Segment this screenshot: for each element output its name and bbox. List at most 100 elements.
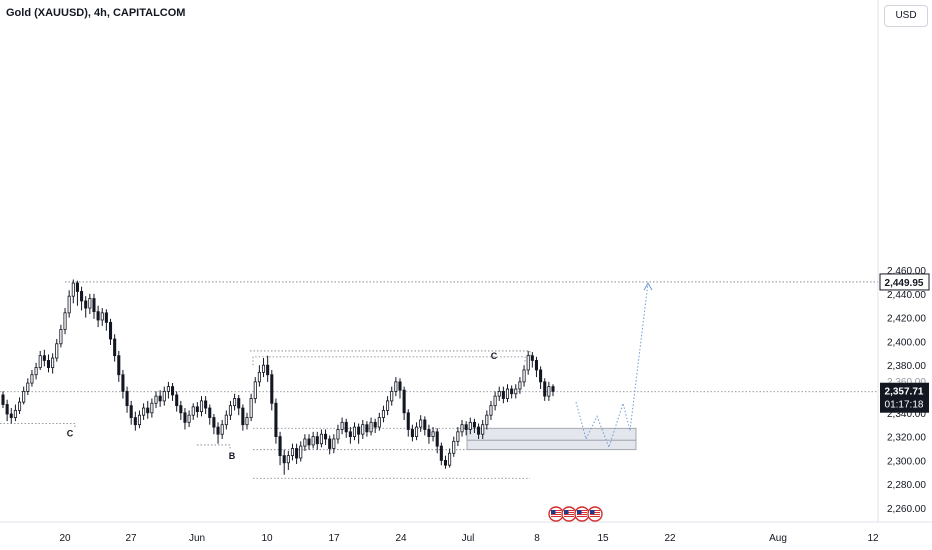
candle xyxy=(319,429,323,448)
candle-body xyxy=(431,431,435,437)
candle-body xyxy=(179,405,183,414)
candle-body xyxy=(348,431,352,437)
candle xyxy=(534,356,538,378)
candle-body xyxy=(324,433,328,440)
current-price-tag xyxy=(880,382,929,413)
candle xyxy=(257,365,261,387)
candle-body xyxy=(551,386,555,392)
candle xyxy=(406,409,410,437)
candle xyxy=(108,318,113,345)
flag-canton xyxy=(564,510,569,514)
zone-rectangle xyxy=(466,427,637,451)
candle-body xyxy=(204,400,208,409)
candle-body xyxy=(92,298,96,313)
candle xyxy=(315,431,319,450)
candle-body xyxy=(501,390,505,399)
candle xyxy=(216,422,220,444)
candle-body xyxy=(332,438,336,449)
candle-body xyxy=(249,398,253,418)
candle-body xyxy=(274,402,278,437)
candle xyxy=(295,443,299,464)
c-left-line xyxy=(0,423,76,428)
candle xyxy=(241,404,245,431)
candle-body xyxy=(117,355,121,376)
candle-body xyxy=(505,388,510,399)
time-tick-label: Jun xyxy=(189,533,205,544)
candle xyxy=(377,412,381,431)
candle xyxy=(344,418,348,438)
price-tick-label: 2,380.00 xyxy=(887,361,926,372)
candle xyxy=(100,308,104,326)
candle-body xyxy=(104,312,108,323)
candle xyxy=(278,431,282,466)
candle xyxy=(199,396,204,417)
candle xyxy=(13,404,17,422)
event-icons[interactable] xyxy=(548,506,603,522)
candle xyxy=(468,417,472,435)
candle xyxy=(328,435,332,455)
candle-body xyxy=(472,421,476,428)
candle-body xyxy=(30,374,34,384)
candle xyxy=(26,378,30,395)
candle xyxy=(96,305,100,328)
target-price-tag xyxy=(879,273,930,291)
candle-body xyxy=(295,448,299,459)
candle xyxy=(245,412,249,430)
flag-stripe xyxy=(590,514,600,515)
US-flag-icon[interactable] xyxy=(548,506,564,522)
candle-body xyxy=(510,388,514,395)
candle-body xyxy=(481,424,485,435)
candle xyxy=(175,391,179,412)
price-tick-label: 2,440.00 xyxy=(887,290,926,301)
US-flag-icon[interactable] xyxy=(574,506,590,522)
candle-body xyxy=(13,410,17,418)
candle xyxy=(71,279,75,304)
projection-zigzag xyxy=(575,283,649,449)
candle xyxy=(224,410,228,430)
price-tick-label: 2,400.00 xyxy=(887,337,926,348)
US-flag-icon[interactable] xyxy=(587,506,603,522)
candle-body xyxy=(59,329,63,345)
candle-body xyxy=(439,445,443,461)
candle-body xyxy=(534,360,538,371)
candle xyxy=(340,417,344,435)
candle xyxy=(137,410,142,429)
countdown-text: 01:17:18 xyxy=(885,400,924,411)
candle-body xyxy=(307,438,311,446)
candle xyxy=(158,390,162,407)
candle xyxy=(146,400,150,419)
candle-body xyxy=(245,417,249,426)
candle-body xyxy=(212,417,216,428)
candle xyxy=(477,423,481,439)
candle-body xyxy=(22,390,26,403)
candle-body xyxy=(361,424,365,435)
candle xyxy=(501,386,505,404)
candle xyxy=(410,424,414,442)
candle xyxy=(543,378,547,401)
flag-stripe xyxy=(551,510,561,511)
candle xyxy=(5,399,9,422)
candle-body xyxy=(224,414,228,426)
candle-body xyxy=(253,381,257,399)
flag-stripe xyxy=(577,516,587,517)
candle-body xyxy=(419,419,423,428)
candle xyxy=(1,391,5,409)
candle-body xyxy=(468,421,472,430)
candle xyxy=(439,442,443,466)
candle xyxy=(448,448,452,468)
candle-body xyxy=(394,381,398,392)
candle-body xyxy=(34,367,38,376)
candle xyxy=(456,427,460,447)
flag-stripe xyxy=(590,516,600,517)
candle-body xyxy=(377,417,381,428)
candle-body xyxy=(183,412,187,423)
candle xyxy=(34,362,38,380)
candle-body xyxy=(162,390,166,402)
candle xyxy=(121,369,125,399)
candle xyxy=(270,369,274,411)
candle xyxy=(195,402,199,418)
currency-selector[interactable]: USD xyxy=(884,5,928,27)
flag-canton xyxy=(551,510,556,514)
US-flag-icon[interactable] xyxy=(561,506,577,522)
